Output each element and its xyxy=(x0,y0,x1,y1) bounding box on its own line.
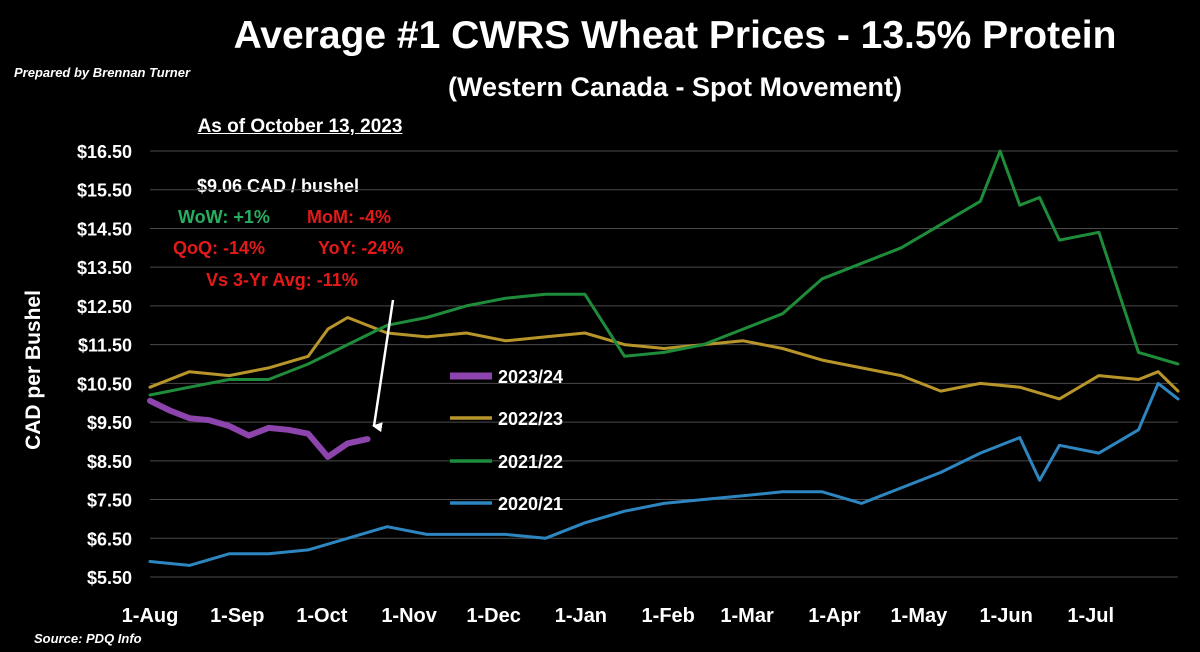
x-tick-label: 1-Aug xyxy=(122,605,179,627)
series-line-2023-24 xyxy=(147,397,371,460)
legend-label: 2023/24 xyxy=(498,367,563,387)
stat-yoy: YoY: -24% xyxy=(318,238,404,258)
x-tick-label: 1-Mar xyxy=(720,605,774,627)
y-tick-label: $11.50 xyxy=(78,336,132,356)
x-tick-label: 1-Jan xyxy=(555,605,607,627)
legend: 2023/24 2022/23 2021/22 2020/21 xyxy=(450,367,563,514)
x-tick-label: 1-Oct xyxy=(296,605,347,627)
y-tick-label: $16.50 xyxy=(77,142,132,162)
prepared-by-note: Prepared by Brennan Turner xyxy=(14,65,191,80)
x-tick-label: 1-Feb xyxy=(642,605,695,627)
y-tick-label: $10.50 xyxy=(77,374,132,394)
y-tick-label: $6.50 xyxy=(87,529,132,549)
stat-wow: WoW: +1% xyxy=(178,207,270,227)
x-tick-label: 1-Dec xyxy=(466,605,520,627)
y-tick-label: $14.50 xyxy=(77,219,132,239)
series-line-2022-23 xyxy=(148,316,1180,401)
y-tick-label: $12.50 xyxy=(77,297,132,317)
x-tick-label: 1-Jun xyxy=(980,605,1033,627)
legend-label: 2021/22 xyxy=(498,452,563,472)
y-tick-label: $5.50 xyxy=(87,568,132,588)
y-tick-label: $13.50 xyxy=(77,258,132,278)
legend-label: 2020/21 xyxy=(498,494,563,514)
source-note: Source: PDQ Info xyxy=(34,631,142,646)
y-tick-label: $8.50 xyxy=(87,452,132,472)
y-axis-ticks: $16.50 $15.50 $14.50 $13.50 $12.50 $11.50 $10.… xyxy=(77,142,132,588)
series-line-2021-22 xyxy=(148,149,1180,397)
stat-vs-3yr-avg: Vs 3-Yr Avg: -11% xyxy=(206,270,358,290)
x-tick-label: 1-Apr xyxy=(808,605,860,627)
y-tick-label: $7.50 xyxy=(87,491,132,511)
x-tick-label: 1-May xyxy=(891,605,949,627)
series-lines xyxy=(147,149,1180,567)
y-tick-label: $15.50 xyxy=(77,181,132,201)
gridlines xyxy=(150,150,1178,578)
chart-title: Average #1 CWRS Wheat Prices - 13.5% Pro… xyxy=(233,14,1117,57)
legend-label: 2022/23 xyxy=(498,409,563,429)
series-line-2020-21 xyxy=(148,381,1180,567)
x-axis-ticks: 1-Aug 1-Sep 1-Oct 1-Nov 1-Dec 1-Jan 1-Feb 1-Mar… xyxy=(122,605,1114,627)
chart-subtitle: (Western Canada - Spot Movement) xyxy=(447,72,903,102)
x-tick-label: 1-Sep xyxy=(210,605,264,627)
y-tick-label: $9.50 xyxy=(87,413,132,433)
current-price: $9.06 CAD / bushel xyxy=(197,176,360,196)
x-tick-label: 1-Nov xyxy=(381,605,437,627)
stat-mom: MoM: -4% xyxy=(307,207,391,227)
callout-arrow xyxy=(372,299,395,433)
as-of-date: As of October 13, 2023 xyxy=(197,116,403,137)
x-tick-label: 1-Jul xyxy=(1067,605,1114,627)
stat-qoq: QoQ: -14% xyxy=(173,238,266,258)
callout-arrow-line xyxy=(372,299,395,433)
